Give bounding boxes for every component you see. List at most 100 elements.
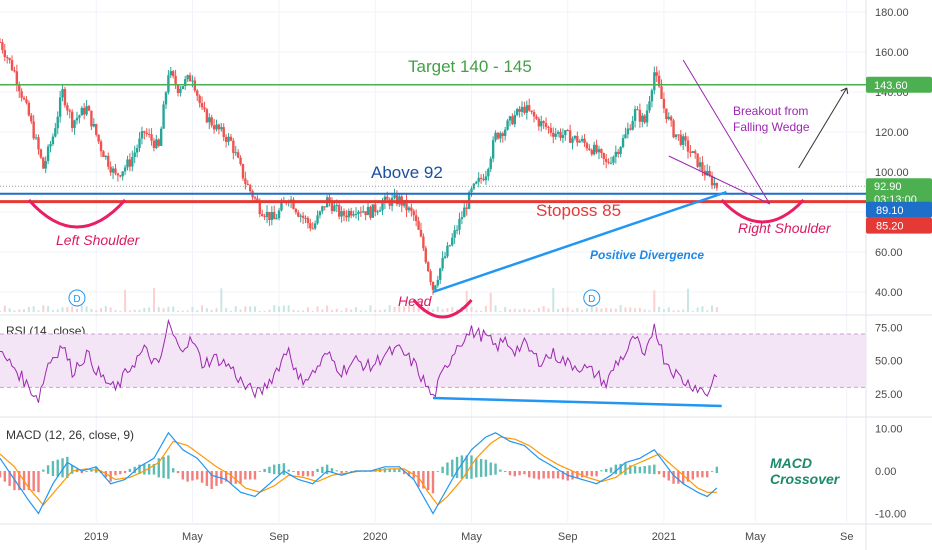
volume-bar — [403, 306, 406, 312]
candle-down — [1, 42, 4, 51]
candle-up — [179, 88, 182, 93]
rsi-pane: RSI (14, close) — [0, 318, 866, 408]
macd-histogram-bar-up — [147, 463, 151, 475]
volume-bar — [398, 306, 401, 312]
volume-bar — [75, 308, 78, 312]
candle-up — [208, 117, 211, 123]
candle-up — [633, 109, 637, 121]
candle-up — [352, 214, 355, 216]
candle-down — [537, 118, 541, 127]
macd-histogram-bar-up — [167, 455, 170, 479]
candle-up — [280, 202, 283, 211]
macd-histogram-bar-up — [128, 468, 132, 473]
macd-histogram-bar-up — [479, 458, 483, 478]
x-axis-tick: Sep — [558, 531, 578, 543]
macd-histogram-bar-up — [335, 470, 338, 472]
candle-up — [347, 210, 351, 218]
macd-histogram-bar-up — [633, 466, 637, 474]
stoploss-price-tag: 85.20 — [876, 221, 904, 233]
volume-bar — [643, 309, 646, 312]
macd-histogram-bar-up — [629, 465, 632, 474]
macd-histogram-bar-up — [451, 459, 454, 477]
volume-bar — [686, 288, 689, 312]
volume-bar — [566, 307, 569, 312]
candle-down — [665, 108, 668, 120]
candle-down — [605, 158, 608, 162]
candle-up — [653, 72, 656, 91]
volume-bar — [186, 310, 189, 312]
volume-bar — [177, 310, 180, 312]
candle-down — [337, 205, 341, 217]
wedge-upper-line — [682, 59, 771, 205]
rsi-line — [0, 318, 718, 403]
candle-up — [475, 181, 478, 184]
volume-bar — [571, 310, 574, 312]
macd-histogram-bar-down — [513, 471, 516, 477]
volume-bar — [196, 310, 199, 312]
candle-up — [564, 130, 567, 136]
macd-histogram-bar-up — [455, 456, 459, 479]
dividend-marker-label: D — [588, 294, 595, 305]
candle-down — [114, 168, 117, 174]
candle-down — [273, 212, 276, 220]
right-axis: 180.00160.00140.00120.00100.0080.0060.00… — [875, 7, 909, 521]
candle-up — [61, 89, 64, 98]
candle-down — [414, 215, 418, 221]
macd-histogram-bar-down — [657, 471, 661, 475]
volume-bar — [306, 307, 309, 312]
volume-bar — [374, 309, 377, 312]
volume-bar — [90, 308, 93, 312]
rsi-axis-tick: 50.00 — [875, 356, 903, 368]
macd-histogram-bar-down — [8, 471, 11, 486]
volume-bar — [658, 306, 661, 312]
volume-bar — [638, 307, 641, 312]
candle-up — [227, 136, 230, 142]
macd-histogram-bar-down — [210, 471, 213, 490]
rsi-band — [0, 334, 866, 388]
candle-up — [470, 188, 473, 193]
left-shoulder-curve — [27, 199, 127, 229]
x-axis: 2019 May Sep 2020 May Sep 2021 May Se — [84, 531, 854, 543]
macd-histogram-bar-down — [672, 471, 675, 484]
macd-histogram-bar-down — [85, 471, 88, 473]
candle-up — [614, 151, 618, 157]
candle-up — [491, 140, 495, 159]
volume-bar — [42, 305, 45, 312]
candle-up — [641, 115, 644, 122]
candle-down — [217, 124, 221, 130]
candle-up — [131, 157, 134, 167]
macd-histogram-bar-down — [667, 471, 670, 481]
volume-bar — [191, 307, 194, 312]
macd-histogram-bar-down — [528, 471, 531, 478]
volume-bar — [278, 306, 281, 312]
volume-bar — [263, 310, 266, 312]
macd-histogram-bar-up — [51, 461, 55, 476]
volume-bar — [85, 306, 88, 312]
volume-bar — [71, 306, 74, 312]
macd-histogram-bar-down — [552, 471, 555, 479]
volume-bar — [268, 309, 271, 312]
volume-bar — [162, 308, 165, 312]
volume-bar — [229, 310, 232, 312]
candle-up — [376, 211, 379, 213]
macd-histogram-bar-up — [393, 468, 396, 473]
candle-down — [119, 175, 122, 177]
candle-down — [196, 90, 199, 96]
candle-down — [150, 134, 153, 141]
macd-histogram-bar-down — [556, 471, 560, 479]
candle-up — [313, 223, 317, 229]
divergence-line-rsi — [432, 396, 722, 408]
macd-histogram-bar-up — [388, 468, 391, 473]
head-curve — [412, 299, 473, 319]
macd-histogram-bar-up — [436, 471, 440, 472]
candle-up — [506, 120, 509, 130]
macd-histogram-bar-down — [196, 471, 199, 480]
macd-histogram-bar-up — [605, 468, 608, 473]
candle-up — [571, 138, 574, 143]
macd-histogram-bar-up — [489, 462, 492, 476]
macd-histogram-bar-up — [157, 458, 160, 478]
macd-histogram-bar-down — [706, 471, 709, 478]
stoploss-price-tag-box — [866, 217, 932, 234]
candle-down — [590, 149, 593, 155]
candle-up — [691, 151, 694, 153]
